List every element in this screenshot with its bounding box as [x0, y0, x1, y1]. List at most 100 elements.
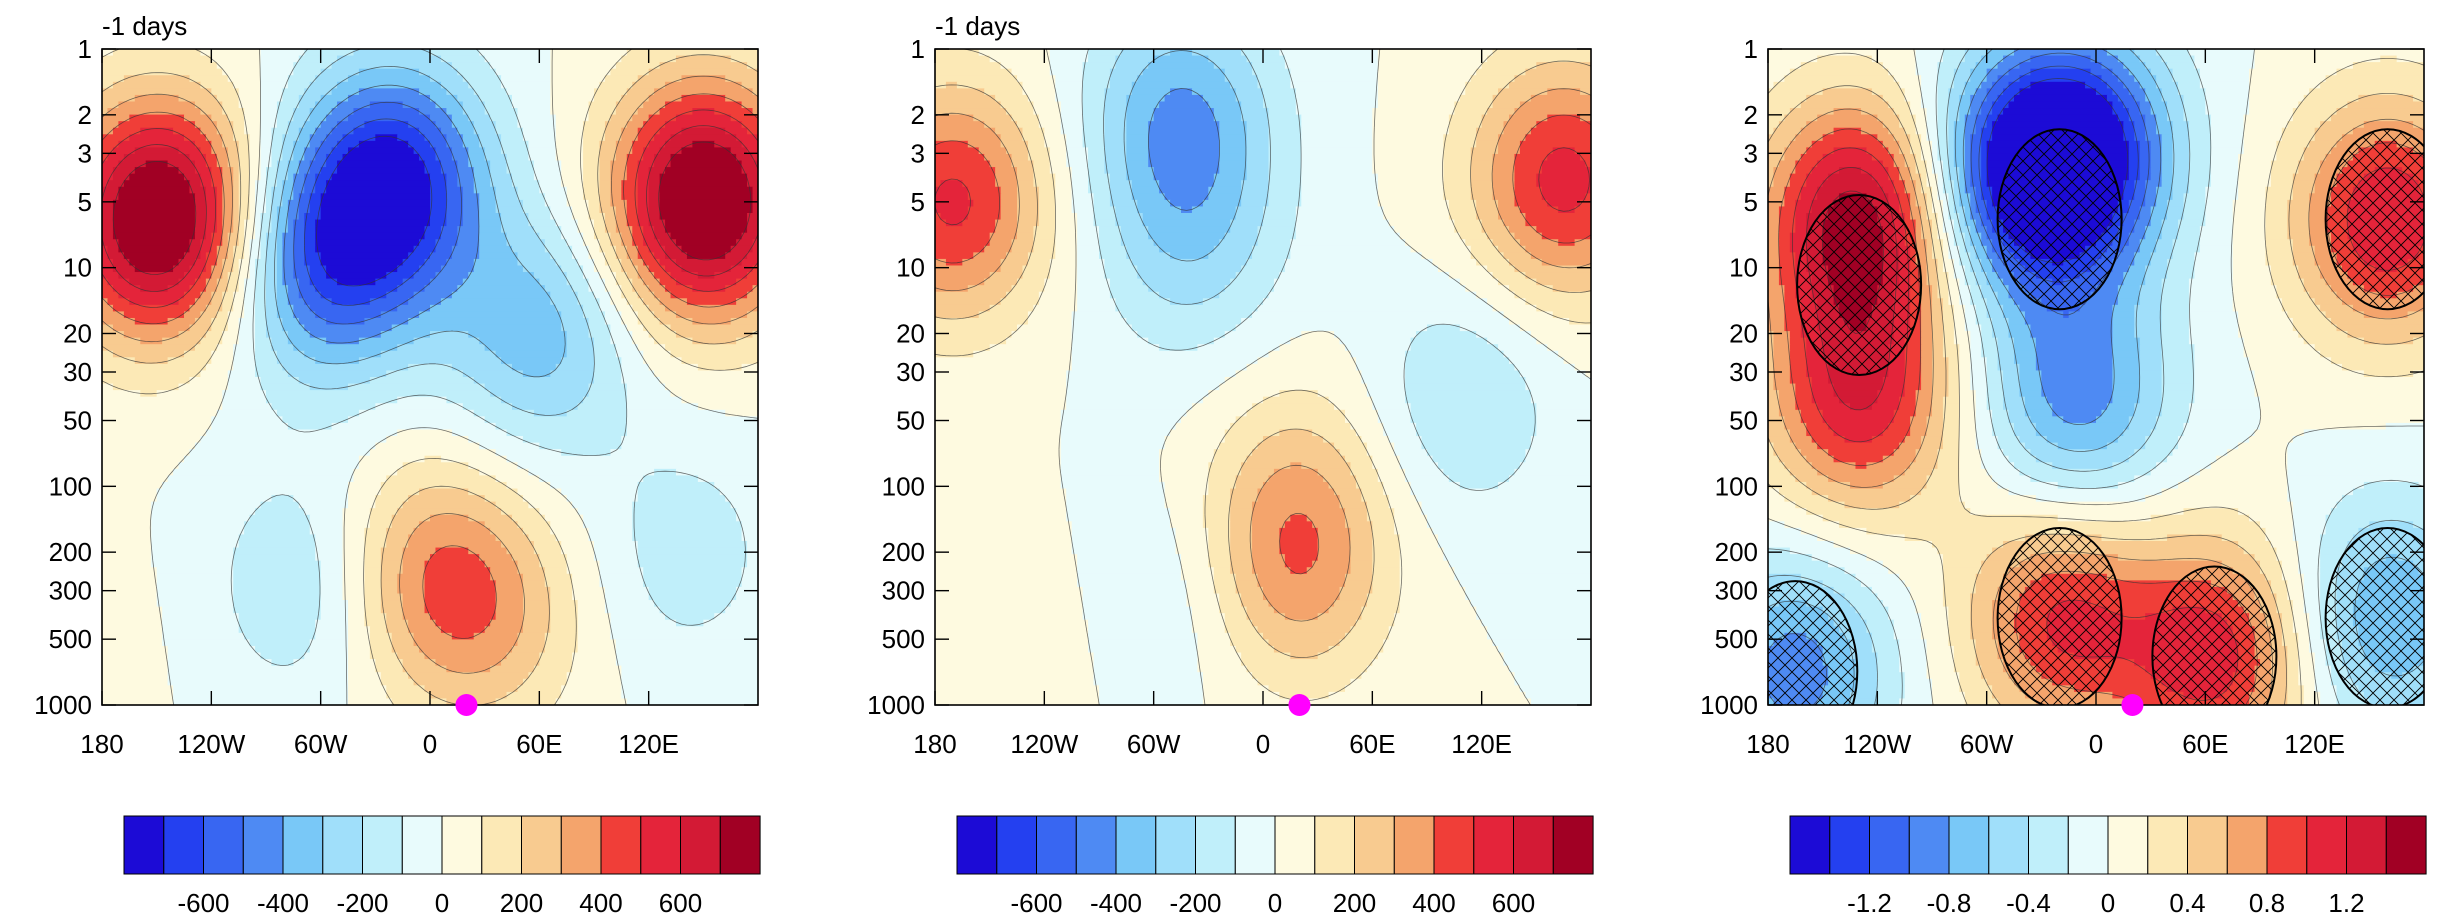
- panel-left: -1 days 1 2 3 5 10 20 30 50 100 200 300 500 1000 180 12…: [34, 11, 761, 917]
- colorbar-label: 600: [659, 888, 702, 917]
- y-tick-label: 1: [1744, 34, 1758, 64]
- colorbar-label: -400: [257, 888, 309, 917]
- y-tick-label: 1000: [34, 690, 92, 720]
- hatched-region: [1796, 194, 1923, 376]
- y-tick-label: 200: [49, 537, 92, 567]
- y-tick-label: 200: [1715, 537, 1758, 567]
- y-tick-label: 2: [1744, 100, 1758, 130]
- colorbar-box: [1829, 815, 1871, 875]
- colorbar-label: 1.2: [2328, 888, 2364, 917]
- colorbar-box: [123, 815, 165, 875]
- y-tick-label: 50: [63, 406, 92, 436]
- x-tick-label: 120E: [618, 729, 679, 759]
- y-tick-label: 500: [1715, 624, 1758, 654]
- y-tick-label: 2: [911, 100, 925, 130]
- colorbar-box: [600, 815, 642, 875]
- colorbar-box: [163, 815, 205, 875]
- colorbar-label: -600: [177, 888, 229, 917]
- y-tick-label: 10: [63, 253, 92, 283]
- colorbar-box: [1552, 815, 1594, 875]
- y-tick-label: 100: [1715, 471, 1758, 501]
- colorbar-box: [1274, 815, 1316, 875]
- colorbar-box: [2266, 815, 2308, 875]
- x-tick-label: 60E: [1349, 729, 1395, 759]
- colorbar-label: 200: [1333, 888, 1376, 917]
- colorbar-box: [441, 815, 483, 875]
- colorbar-box: [1155, 815, 1197, 875]
- colorbar-label: -200: [336, 888, 388, 917]
- colorbar-box: [2306, 815, 2348, 875]
- colorbar-box: [203, 815, 244, 875]
- y-tick-label: 3: [911, 138, 925, 168]
- colorbar-box: [1075, 815, 1117, 875]
- hatched-region: [1768, 580, 1859, 705]
- colorbar-label: 0.4: [2169, 888, 2205, 917]
- x-tick-label: 60E: [516, 729, 562, 759]
- colorbar-label: -400: [1090, 888, 1142, 917]
- colorbar-box: [640, 815, 682, 875]
- y-tick-label: 300: [49, 576, 92, 606]
- x-tick-label: 0: [2089, 729, 2103, 759]
- x-tick-label: 60W: [294, 729, 348, 759]
- colorbar-box: [1393, 815, 1435, 875]
- colorbar-label: -0.4: [2006, 888, 2051, 917]
- colorbar-box: [401, 815, 443, 875]
- contour-lines: [935, 49, 1591, 705]
- colorbar-box: [996, 815, 1038, 875]
- x-tick-label: 120E: [2284, 729, 2345, 759]
- y-tick-label: 30: [63, 357, 92, 387]
- y-tick-label: 300: [1715, 576, 1758, 606]
- colorbar-box: [1473, 815, 1515, 875]
- y-tick-label: 200: [882, 537, 925, 567]
- y-tick-label: 2: [78, 100, 92, 130]
- x-tick-label: 60W: [1127, 729, 1181, 759]
- colorbar-box: [2028, 815, 2069, 875]
- hatched-region: [2324, 128, 2424, 311]
- colorbar-label: -1.2: [1847, 888, 1892, 917]
- colorbar-box: [1869, 815, 1910, 875]
- x-tick-label: 0: [1256, 729, 1270, 759]
- x-tick-label: 0: [423, 729, 437, 759]
- y-tick-label: 3: [78, 138, 92, 168]
- y-tick-label: 10: [1729, 253, 1758, 283]
- colorbar-box: [1115, 815, 1157, 875]
- colorbar-label: -200: [1169, 888, 1221, 917]
- contour-lines: [102, 49, 758, 705]
- y-tick-label: 1000: [867, 690, 925, 720]
- x-tick-label: 120W: [177, 729, 245, 759]
- colorbar-label: 600: [1492, 888, 1535, 917]
- colorbar-box: [1948, 815, 1990, 875]
- colorbar-label: 0.8: [2249, 888, 2285, 917]
- colorbar-box: [1433, 815, 1475, 875]
- colorbar-label: 200: [500, 888, 543, 917]
- y-tick-label: 20: [1729, 318, 1758, 348]
- colorbar-box: [2226, 815, 2268, 875]
- colorbar-box: [2147, 815, 2189, 875]
- x-tick-label: 60E: [2182, 729, 2228, 759]
- panel-title: -1 days: [102, 11, 187, 41]
- x-tick-label: 60W: [1960, 729, 2014, 759]
- colorbar-box: [2067, 815, 2109, 875]
- colorbar-box: [1314, 815, 1356, 875]
- y-tick-label: 300: [882, 576, 925, 606]
- y-tick-label: 1: [78, 34, 92, 64]
- x-tick-label: 180: [1746, 729, 1789, 759]
- y-tick-label: 30: [896, 357, 925, 387]
- y-tick-label: 30: [1729, 357, 1758, 387]
- y-tick-label: 100: [49, 471, 92, 501]
- colorbar-label: 400: [579, 888, 622, 917]
- colorbar-box: [1789, 815, 1831, 875]
- colorbar-box: [481, 815, 523, 875]
- colorbar-box: [521, 815, 562, 875]
- colorbar-box: [362, 815, 403, 875]
- location-marker: [2121, 694, 2144, 716]
- colorbar-box: [2107, 815, 2149, 875]
- x-tick-label: 180: [913, 729, 956, 759]
- x-tick-label: 120E: [1451, 729, 1512, 759]
- colorbar-box: [560, 815, 602, 875]
- hatched-region: [1996, 527, 2123, 705]
- colorbar-box: [2187, 815, 2228, 875]
- y-tick-label: 5: [78, 187, 92, 217]
- panel-title: -1 days: [935, 11, 1020, 41]
